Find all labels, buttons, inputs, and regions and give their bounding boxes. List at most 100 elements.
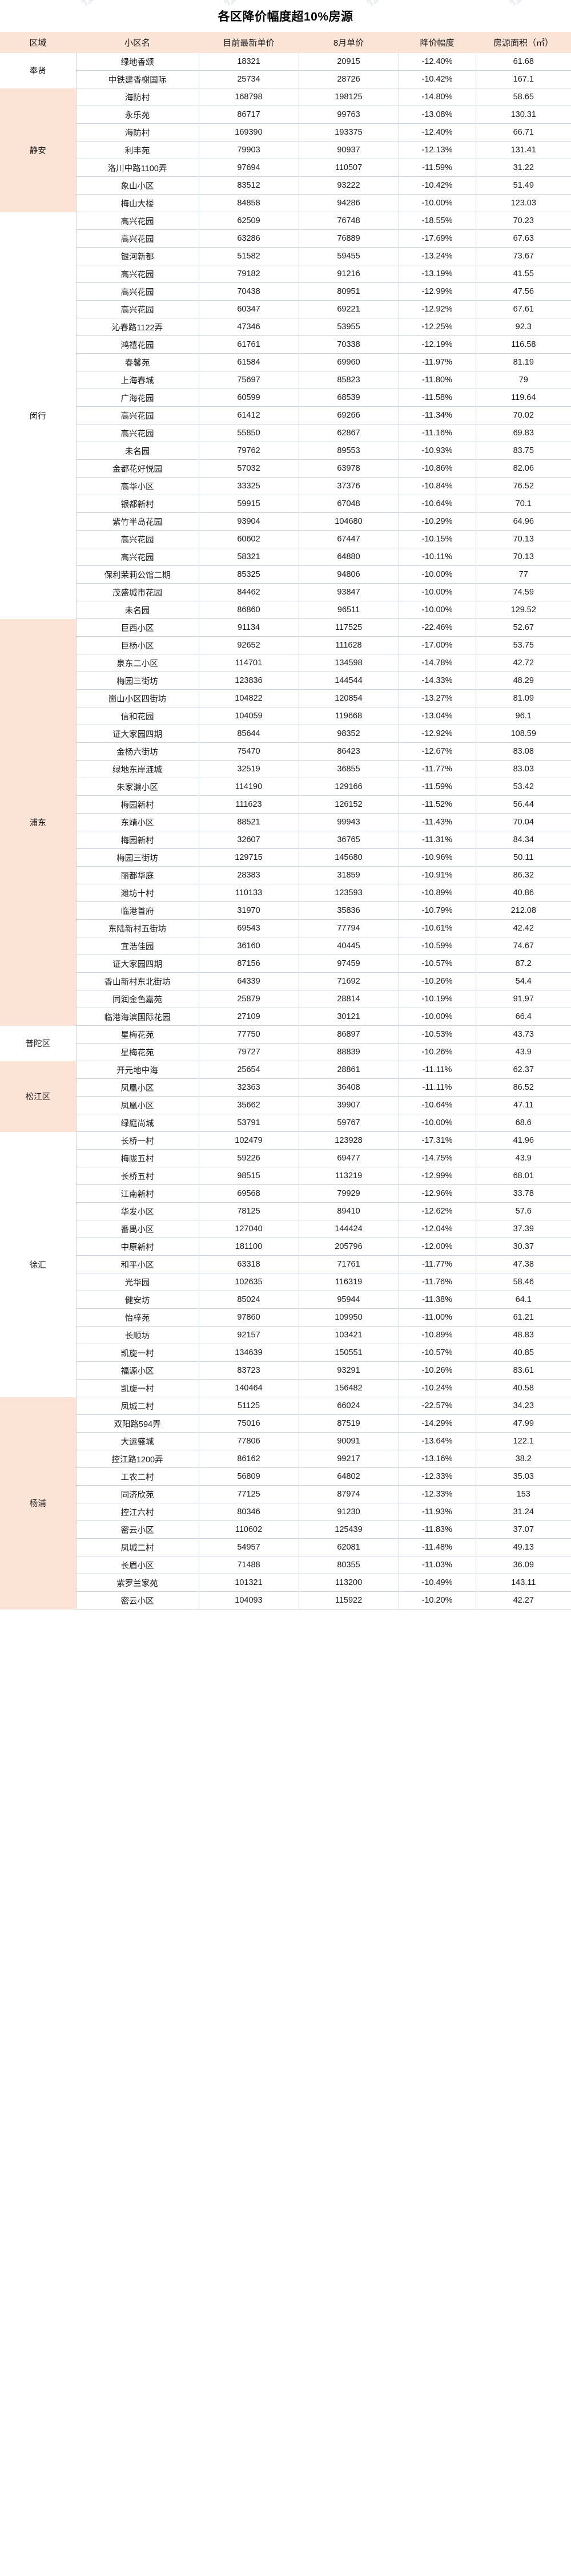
cell-community-name: 宜浩佳园 [76, 937, 199, 955]
cell-drop-rate: -10.42% [399, 70, 476, 88]
cell-area: 62.37 [476, 1061, 571, 1079]
cell-area: 40.85 [476, 1344, 571, 1362]
cell-august-price: 193375 [299, 123, 399, 141]
cell-current-price: 85644 [199, 725, 299, 743]
table-row: 普陀区 星梅花苑 77750 86897 -10.53% 43.73 [0, 1025, 571, 1061]
cell-current-price: 62509 [199, 212, 299, 230]
table-row: 松江区 开元地中海 25654 28861 -11.11% 62.37 [0, 1061, 571, 1132]
cell-drop-rate: -10.00% [399, 565, 476, 584]
cell-august-price: 67048 [299, 495, 399, 513]
cell-area: 31.22 [476, 159, 571, 177]
cell-current-price: 110133 [199, 884, 299, 902]
cell-current-price: 98515 [199, 1167, 299, 1185]
cell-august-price: 87519 [299, 1414, 399, 1433]
cell-drop-rate: -11.83% [399, 1520, 476, 1539]
cell-drop-rate: -10.15% [399, 530, 476, 548]
cell-community-name: 未名园 [76, 442, 199, 460]
cell-drop-rate: -10.57% [399, 1344, 476, 1362]
table-row: 绿庭尚城 53791 59767 -10.00% 68.6 [0, 1114, 571, 1132]
cell-community-name: 未名园 [76, 601, 199, 619]
cell-community-name: 朱家濑小区 [76, 778, 199, 796]
table-row: 江南新村 69568 79929 -12.96% 33.78 [0, 1184, 571, 1203]
table-row: 福源小区 83723 93291 -10.26% 83.61 [0, 1361, 571, 1380]
cell-current-price: 102635 [199, 1273, 299, 1291]
table-row: 高华小区 33325 37376 -10.84% 76.52 [0, 477, 571, 495]
cell-august-price: 120854 [299, 689, 399, 707]
cell-august-price: 20915 [299, 53, 399, 71]
cell-current-price: 83723 [199, 1361, 299, 1380]
cell-community-name: 凤城二村 [76, 1538, 199, 1556]
cell-area: 43.9 [476, 1149, 571, 1167]
cell-drop-rate: -12.33% [399, 1485, 476, 1503]
cell-area: 61.21 [476, 1308, 571, 1327]
cell-community-name: 凤凰小区 [76, 1078, 199, 1097]
cell-august-price: 76748 [299, 212, 399, 230]
cell-august-price: 93847 [299, 583, 399, 601]
cell-current-price: 51125 [199, 1397, 299, 1415]
cell-drop-rate: -10.96% [399, 848, 476, 867]
cell-august-price: 111628 [299, 636, 399, 654]
table-row: 海防村 169390 193375 -12.40% 66.71 [0, 123, 571, 141]
table-row: 高兴花园 55850 62867 -11.16% 69.83 [0, 424, 571, 442]
cell-drop-rate: -12.13% [399, 141, 476, 159]
table-row: 梅山大楼 84858 94286 -10.00% 123.03 [0, 194, 571, 212]
cell-area: 123.03 [476, 194, 571, 212]
cell-community-name: 高兴花园 [76, 548, 199, 566]
table-row: 杨浦 凤城二村 51125 66024 -22.57% 34.23 [0, 1397, 571, 1610]
table-row: 银河新都 51582 59455 -13.24% 73.67 [0, 247, 571, 265]
cell-current-price: 60347 [199, 300, 299, 318]
cell-community-name: 同润金色嘉苑 [76, 990, 199, 1008]
table-row: 证大家园四期 85644 98352 -12.92% 108.59 [0, 725, 571, 743]
table-row: 洛川中路1100弄 97694 110507 -11.59% 31.22 [0, 159, 571, 177]
cell-current-price: 168798 [199, 88, 299, 106]
table-row: 巨杨小区 92652 111628 -17.00% 53.75 [0, 636, 571, 654]
cell-august-price: 145680 [299, 848, 399, 867]
table-row: 工农二村 56809 64802 -12.33% 35.03 [0, 1467, 571, 1486]
cell-august-price: 109950 [299, 1308, 399, 1327]
cell-area: 66.4 [476, 1008, 571, 1026]
cell-august-price: 97459 [299, 955, 399, 973]
cell-current-price: 75016 [199, 1414, 299, 1433]
table-row: 沁春路1122弄 47346 53955 -12.25% 92.3 [0, 318, 571, 336]
cell-drop-rate: -10.84% [399, 477, 476, 495]
cell-area: 33.78 [476, 1184, 571, 1203]
cell-area: 53.75 [476, 636, 571, 654]
region-label: 松江区 [0, 1061, 77, 1132]
cell-drop-rate: -11.11% [399, 1061, 476, 1079]
cell-august-price: 71761 [299, 1255, 399, 1273]
cell-area: 77 [476, 565, 571, 584]
table-row: 静安 海防村 168798 198125 -14.80% 58.65 [0, 88, 571, 212]
cell-current-price: 86717 [199, 106, 299, 124]
cell-area: 41.96 [476, 1131, 571, 1150]
cell-drop-rate: -11.76% [399, 1273, 476, 1291]
cell-community-name: 星梅花苑 [76, 1025, 199, 1044]
cell-august-price: 96511 [299, 601, 399, 619]
cell-drop-rate: -14.29% [399, 1414, 476, 1433]
cell-community-name: 梅陇五村 [76, 1149, 199, 1167]
cell-area: 43.73 [476, 1025, 571, 1044]
cell-drop-rate: -10.29% [399, 512, 476, 531]
cell-area: 83.03 [476, 760, 571, 778]
cell-community-name: 梅园新村 [76, 795, 199, 814]
table-row: 同润金色嘉苑 25879 28814 -10.19% 91.97 [0, 990, 571, 1008]
cell-august-price: 80951 [299, 282, 399, 301]
cell-community-name: 高兴花园 [76, 212, 199, 230]
cell-august-price: 125439 [299, 1520, 399, 1539]
cell-current-price: 78125 [199, 1202, 299, 1220]
cell-current-price: 70438 [199, 282, 299, 301]
cell-current-price: 47346 [199, 318, 299, 336]
cell-community-name: 健安坊 [76, 1291, 199, 1309]
cell-august-price: 88839 [299, 1043, 399, 1061]
cell-august-price: 205796 [299, 1238, 399, 1256]
cell-august-price: 77794 [299, 919, 399, 937]
cell-august-price: 85823 [299, 371, 399, 389]
cell-current-price: 60599 [199, 389, 299, 407]
cell-august-price: 80355 [299, 1556, 399, 1574]
cell-drop-rate: -10.79% [399, 901, 476, 920]
cell-current-price: 114701 [199, 654, 299, 672]
table-row: 中原新村 181100 205796 -12.00% 30.37 [0, 1238, 571, 1256]
table-row: 绿地东岸涟城 32519 36855 -11.77% 83.03 [0, 760, 571, 778]
cell-community-name: 梅园三街坊 [76, 672, 199, 690]
cell-drop-rate: -22.46% [399, 618, 476, 637]
cell-august-price: 86423 [299, 742, 399, 761]
